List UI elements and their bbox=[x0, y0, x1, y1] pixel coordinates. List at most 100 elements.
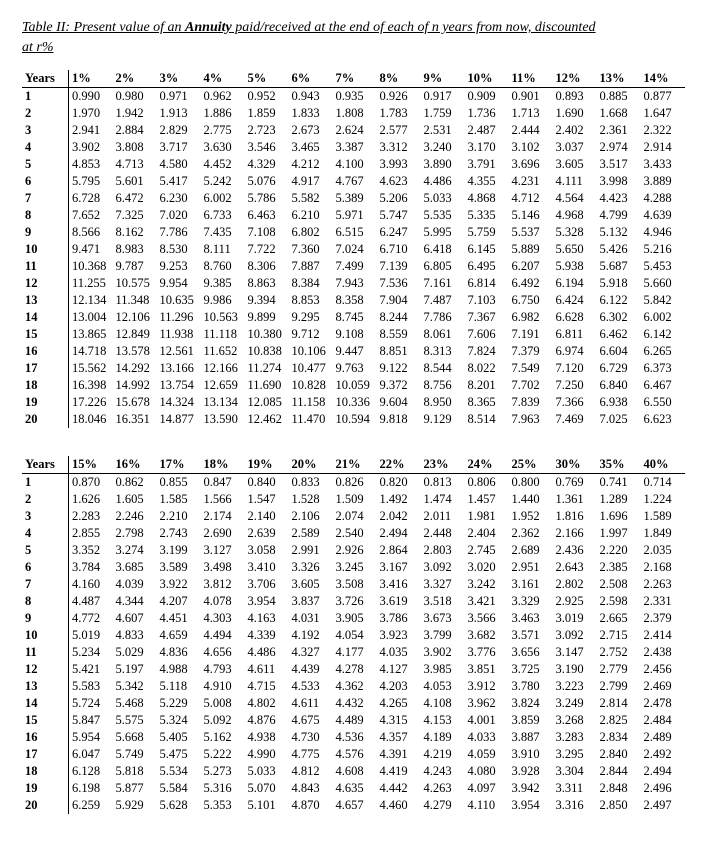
value-cell: 6.628 bbox=[553, 309, 597, 326]
value-cell: 13.754 bbox=[157, 377, 201, 394]
value-cell: 3.190 bbox=[553, 661, 597, 678]
value-cell: 3.092 bbox=[421, 559, 465, 576]
value-cell: 3.922 bbox=[157, 576, 201, 593]
value-cell: 8.201 bbox=[465, 377, 509, 394]
value-cell: 5.353 bbox=[201, 797, 245, 814]
value-cell: 6.424 bbox=[553, 292, 597, 309]
value-cell: 5.628 bbox=[157, 797, 201, 814]
year-cell: 8 bbox=[22, 207, 69, 224]
value-cell: 0.800 bbox=[509, 473, 553, 491]
year-cell: 13 bbox=[22, 678, 69, 695]
value-cell: 12.106 bbox=[113, 309, 157, 326]
value-cell: 2.665 bbox=[597, 610, 641, 627]
value-cell: 11.274 bbox=[245, 360, 289, 377]
value-cell: 5.206 bbox=[377, 190, 421, 207]
value-cell: 4.160 bbox=[69, 576, 113, 593]
value-cell: 10.828 bbox=[289, 377, 333, 394]
value-cell: 8.022 bbox=[465, 360, 509, 377]
value-cell: 2.361 bbox=[597, 122, 641, 139]
value-cell: 3.037 bbox=[553, 139, 597, 156]
value-cell: 4.836 bbox=[157, 644, 201, 661]
value-cell: 5.222 bbox=[201, 746, 245, 763]
value-cell: 2.844 bbox=[597, 763, 641, 780]
table-row: 1312.13411.34810.6359.9869.3948.8538.358… bbox=[22, 292, 685, 309]
value-cell: 4.486 bbox=[245, 644, 289, 661]
value-cell: 1.547 bbox=[245, 491, 289, 508]
value-cell: 6.462 bbox=[597, 326, 641, 343]
value-cell: 17.226 bbox=[69, 394, 113, 411]
value-cell: 5.242 bbox=[201, 173, 245, 190]
value-cell: 6.418 bbox=[421, 241, 465, 258]
value-cell: 4.432 bbox=[333, 695, 377, 712]
value-cell: 2.941 bbox=[69, 122, 113, 139]
table-row: 1413.00412.10611.29610.5639.8999.2958.74… bbox=[22, 309, 685, 326]
value-cell: 3.463 bbox=[509, 610, 553, 627]
value-cell: 3.387 bbox=[333, 139, 377, 156]
value-cell: 4.288 bbox=[641, 190, 685, 207]
table-row: 1614.71813.57812.56111.65210.83810.1069.… bbox=[22, 343, 685, 360]
value-cell: 8.306 bbox=[245, 258, 289, 275]
value-cell: 4.946 bbox=[641, 224, 685, 241]
value-cell: 6.142 bbox=[641, 326, 685, 343]
table-row: 21.6261.6051.5851.5661.5471.5281.5091.49… bbox=[22, 491, 685, 508]
value-cell: 7.435 bbox=[201, 224, 245, 241]
value-cell: 5.146 bbox=[509, 207, 553, 224]
value-cell: 4.639 bbox=[641, 207, 685, 224]
value-cell: 3.605 bbox=[553, 156, 597, 173]
title-suffix: paid/received at the end of each of n ye… bbox=[232, 20, 596, 35]
rate-header: 8% bbox=[377, 70, 421, 88]
value-cell: 2.174 bbox=[201, 508, 245, 525]
value-cell: 12.659 bbox=[201, 377, 245, 394]
value-cell: 13.590 bbox=[201, 411, 245, 428]
year-cell: 15 bbox=[22, 712, 69, 729]
value-cell: 5.847 bbox=[69, 712, 113, 729]
table-row: 84.4874.3444.2074.0783.9543.8373.7263.61… bbox=[22, 593, 685, 610]
value-cell: 4.452 bbox=[201, 156, 245, 173]
value-cell: 3.249 bbox=[553, 695, 597, 712]
value-cell: 7.024 bbox=[333, 241, 377, 258]
value-cell: 2.925 bbox=[553, 593, 597, 610]
rate-header: 35% bbox=[597, 456, 641, 474]
year-cell: 7 bbox=[22, 576, 69, 593]
value-cell: 5.070 bbox=[245, 780, 289, 797]
value-cell: 4.189 bbox=[421, 729, 465, 746]
value-cell: 7.379 bbox=[509, 343, 553, 360]
value-cell: 0.943 bbox=[289, 87, 333, 105]
value-cell: 3.619 bbox=[377, 593, 421, 610]
value-cell: 11.118 bbox=[201, 326, 245, 343]
value-cell: 8.514 bbox=[465, 411, 509, 428]
value-cell: 3.416 bbox=[377, 576, 421, 593]
value-cell: 4.108 bbox=[421, 695, 465, 712]
value-cell: 4.767 bbox=[333, 173, 377, 190]
value-cell: 16.351 bbox=[113, 411, 157, 428]
value-cell: 2.414 bbox=[641, 627, 685, 644]
value-cell: 1.361 bbox=[553, 491, 597, 508]
value-cell: 1.605 bbox=[113, 491, 157, 508]
value-cell: 3.295 bbox=[553, 746, 597, 763]
rate-header: 23% bbox=[421, 456, 465, 474]
value-cell: 10.336 bbox=[333, 394, 377, 411]
value-cell: 2.140 bbox=[245, 508, 289, 525]
value-cell: 2.448 bbox=[421, 525, 465, 542]
year-cell: 13 bbox=[22, 292, 69, 309]
value-cell: 14.324 bbox=[157, 394, 201, 411]
value-cell: 2.402 bbox=[553, 122, 597, 139]
table-row: 165.9545.6685.4055.1624.9384.7304.5364.3… bbox=[22, 729, 685, 746]
year-cell: 9 bbox=[22, 610, 69, 627]
value-cell: 3.240 bbox=[421, 139, 465, 156]
value-cell: 2.484 bbox=[641, 712, 685, 729]
value-cell: 5.029 bbox=[113, 644, 157, 661]
table-row: 76.7286.4726.2306.0025.7865.5825.3895.20… bbox=[22, 190, 685, 207]
value-cell: 1.492 bbox=[377, 491, 421, 508]
value-cell: 2.531 bbox=[421, 122, 465, 139]
value-cell: 4.279 bbox=[421, 797, 465, 814]
value-cell: 4.265 bbox=[377, 695, 421, 712]
value-cell: 5.687 bbox=[597, 258, 641, 275]
value-cell: 1.566 bbox=[201, 491, 245, 508]
value-cell: 4.163 bbox=[245, 610, 289, 627]
value-cell: 5.417 bbox=[157, 173, 201, 190]
value-cell: 4.580 bbox=[157, 156, 201, 173]
value-cell: 2.799 bbox=[597, 678, 641, 695]
years-header: Years bbox=[22, 70, 69, 88]
value-cell: 6.145 bbox=[465, 241, 509, 258]
